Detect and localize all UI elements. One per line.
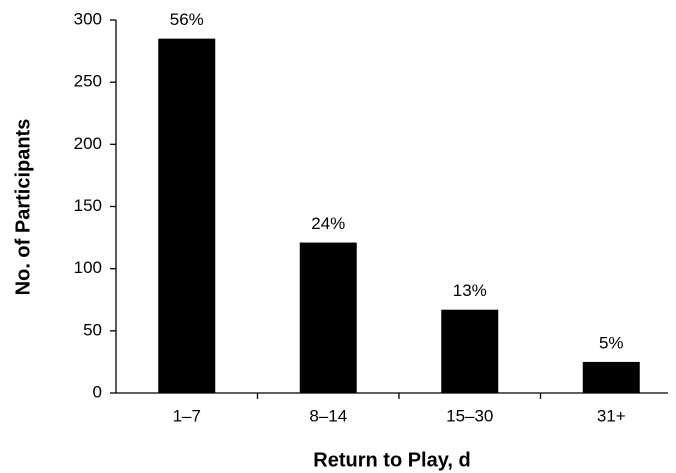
- x-tick-label: 8–14: [309, 406, 347, 425]
- bar-annotation: 13%: [453, 281, 487, 300]
- y-tick-label: 200: [74, 134, 102, 153]
- bar: [158, 38, 216, 394]
- bar: [441, 309, 499, 393]
- y-tick-label: 250: [74, 72, 102, 91]
- y-tick-label: 300: [74, 9, 102, 28]
- y-tick-label: 0: [93, 382, 102, 401]
- x-tick-label: 15–30: [446, 406, 493, 425]
- y-tick-label: 150: [74, 196, 102, 215]
- bar: [582, 361, 640, 393]
- bar-annotation: 56%: [170, 10, 204, 29]
- x-axis-title: Return to Play, d: [313, 449, 470, 471]
- y-axis-title: No. of Participants: [12, 119, 34, 296]
- y-tick-label: 100: [74, 258, 102, 277]
- bar-annotation: 24%: [311, 214, 345, 233]
- x-tick-label: 1–7: [173, 406, 201, 425]
- bar: [299, 242, 357, 393]
- x-tick-label: 31+: [597, 406, 626, 425]
- y-tick-label: 50: [83, 320, 102, 339]
- bar-annotation: 5%: [599, 333, 624, 352]
